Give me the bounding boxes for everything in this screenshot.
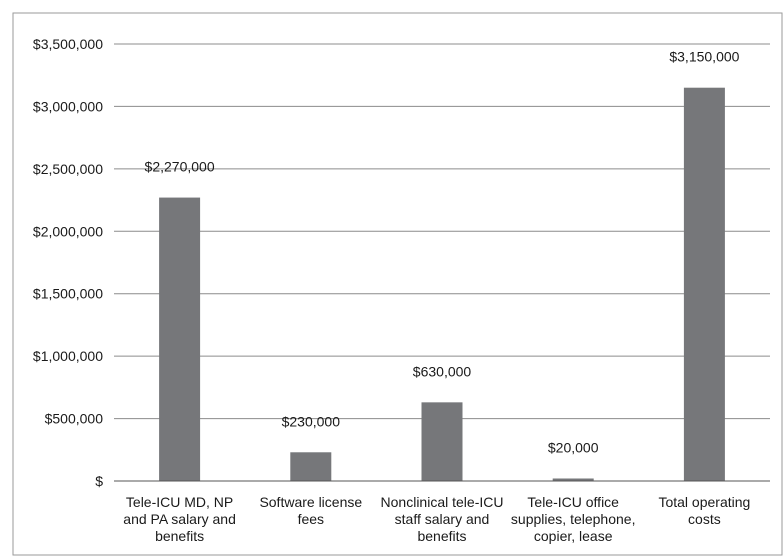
category-label: Total operating costs (658, 494, 750, 527)
category-label-line: benefits (417, 528, 466, 544)
data-label: $630,000 (413, 363, 472, 379)
y-tick-label: $500,000 (45, 411, 104, 427)
category-label-line: supplies, telephone, (511, 511, 636, 527)
bar (421, 402, 463, 481)
y-tick-label: $1,000,000 (33, 348, 103, 364)
chart-border (12, 12, 783, 556)
x-axis-category-labels: Tele-ICU MD, NP and PA salary and benefits… (123, 494, 750, 544)
category-label-line: Tele-ICU office (527, 494, 619, 510)
bar (552, 478, 594, 481)
y-tick-label: $2,500,000 (33, 161, 103, 177)
y-tick-label: $1,500,000 (33, 286, 103, 302)
category-label-line: benefits (155, 528, 204, 544)
category-label-line: Tele-ICU MD, NP (126, 494, 233, 510)
category-label: Tele-ICU office supplies, telephone, copie… (511, 494, 636, 544)
data-label: $230,000 (282, 413, 341, 429)
category-label-line: Total operating (658, 494, 750, 510)
data-labels: $2,270,000 $230,000 $630,000 $20,000 $3,150,… (145, 49, 740, 456)
y-tick-label: $ (95, 473, 103, 489)
category-label-line: and PA salary and (123, 511, 236, 527)
category-label-line: copier, lease (534, 528, 613, 544)
category-label-line: costs (688, 511, 721, 527)
bar (683, 87, 725, 481)
y-axis-tick-labels: $ $500,000 $1,000,000 $1,500,000 $2,000,000 $… (33, 36, 103, 489)
category-label: Nonclinical tele-ICU staff salary and bene… (381, 494, 504, 544)
data-label: $3,150,000 (669, 49, 739, 65)
y-tick-label: $2,000,000 (33, 223, 103, 239)
gridlines (114, 43, 770, 420)
data-label: $20,000 (548, 440, 599, 456)
data-label: $2,270,000 (145, 159, 215, 175)
bar (290, 452, 332, 481)
bars (159, 87, 725, 481)
bar (159, 197, 201, 481)
category-label: Software license fees (259, 494, 362, 527)
y-tick-label: $3,500,000 (33, 36, 103, 52)
category-label-line: fees (298, 511, 324, 527)
category-label-line: staff salary and (395, 511, 490, 527)
category-label-line: Software license (259, 494, 362, 510)
category-label-line: Nonclinical tele-ICU (381, 494, 504, 510)
category-label: Tele-ICU MD, NP and PA salary and benefits (123, 494, 236, 544)
y-tick-label: $3,000,000 (33, 98, 103, 114)
